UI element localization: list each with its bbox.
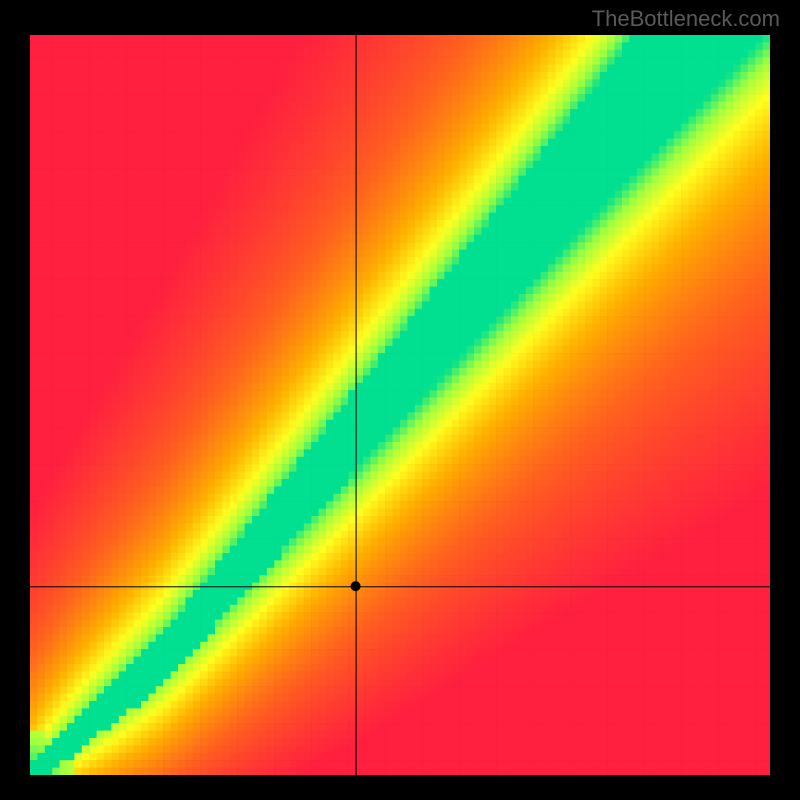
- chart-container: TheBottleneck.com: [0, 0, 800, 800]
- plot-area: [30, 35, 770, 775]
- heatmap-canvas: [30, 35, 770, 775]
- watermark: TheBottleneck.com: [592, 6, 780, 32]
